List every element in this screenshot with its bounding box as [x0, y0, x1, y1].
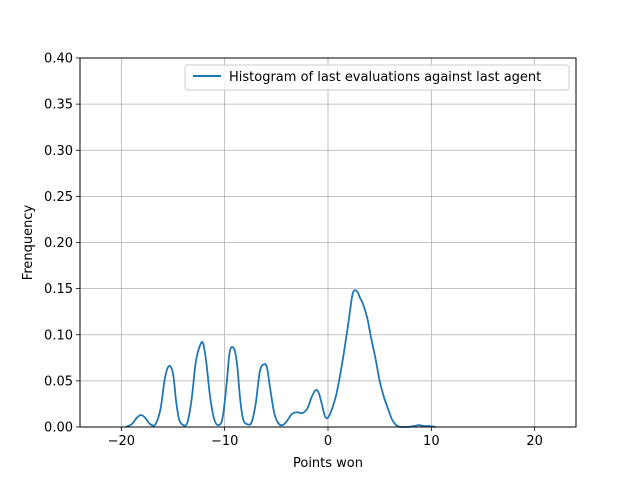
- legend-label: Histogram of last evaluations against la…: [229, 70, 541, 85]
- y-tick-label: 0.40: [44, 52, 73, 67]
- legend-box: [184, 64, 570, 91]
- x-tick-label: 20: [526, 434, 543, 449]
- x-tick-label: 10: [423, 434, 440, 449]
- x-tick-label: −10: [211, 434, 238, 449]
- x-axis-label: Points won: [293, 456, 363, 471]
- y-tick-label: 0.20: [44, 236, 73, 251]
- y-tick-label: 0.10: [44, 328, 73, 343]
- y-axis-ticks: 0.00 0.05 0.10 0.15 0.20 0.25 0.30 0.35 0.40: [44, 52, 80, 436]
- y-tick-label: 0.00: [44, 421, 73, 436]
- plot-lines: [125, 289, 436, 428]
- y-tick-label: 0.05: [44, 374, 73, 389]
- y-tick-label: 0.30: [44, 144, 73, 159]
- x-axis-ticks: −20 −10 0 10 20: [108, 427, 543, 449]
- y-tick-label: 0.25: [44, 190, 73, 205]
- x-tick-label: 0: [324, 434, 332, 449]
- series-line: [125, 289, 436, 428]
- x-tick-label: −20: [108, 434, 135, 449]
- y-tick-label: 0.15: [44, 282, 73, 297]
- legend: Histogram of last evaluations against la…: [184, 64, 570, 91]
- y-axis-label: Frenquency: [21, 204, 36, 280]
- y-tick-label: 0.35: [44, 98, 73, 113]
